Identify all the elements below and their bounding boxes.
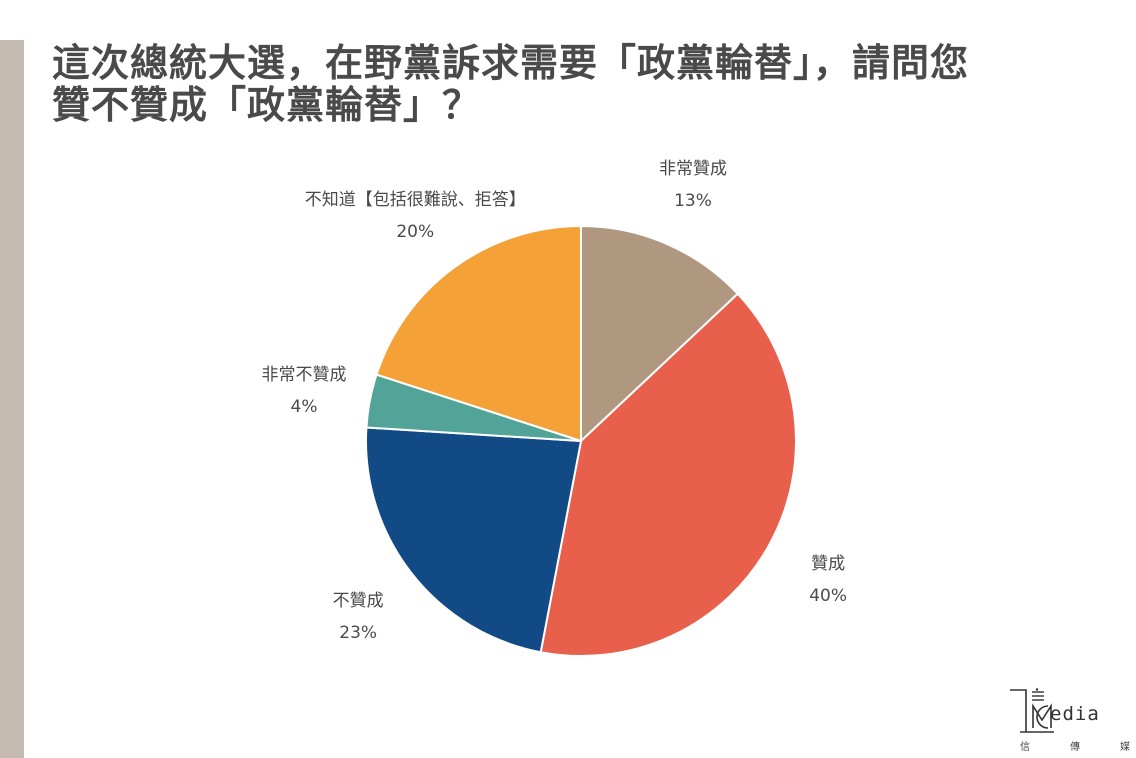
chart-title: 這次總統大選，在野黨訴求需要「政黨輪替」，請問您 贊不贊成「政黨輪替」？ <box>52 42 1112 126</box>
slice-value-label: 13% <box>674 191 712 211</box>
pie-slice-2 <box>365 426 583 654</box>
slice-category-label: 不知道【包括很難說、拒答】 <box>305 190 526 210</box>
brand-subtitle: 信 傳 媒 <box>1020 738 1130 753</box>
slice-value-label: 40% <box>809 586 847 606</box>
brand-logo: edia 信 傳 媒 <box>1006 688 1130 756</box>
brand-wordmark: edia <box>1050 703 1100 725</box>
pie-slices <box>365 224 797 657</box>
slice-category-label: 非常不贊成 <box>261 365 346 385</box>
side-accent-bar <box>0 40 24 758</box>
pie-slice-4 <box>375 224 582 443</box>
pie-slice-0 <box>580 224 740 444</box>
chart-title-line-1: 這次總統大選，在野黨訴求需要「政黨輪替」，請問您 <box>52 41 970 85</box>
slice-value-label: 4% <box>291 397 318 417</box>
brand-subtitle-char: 媒 <box>1120 742 1130 753</box>
slice-category-label: 贊成 <box>811 554 845 574</box>
cm-logo-icon <box>1010 688 1054 733</box>
slice-category-label: 非常贊成 <box>659 159 727 179</box>
chart-title-line-2: 贊不贊成「政黨輪替」？ <box>52 83 482 127</box>
slice-value-label: 23% <box>339 623 377 643</box>
slice-value-label: 20% <box>396 222 434 242</box>
slice-category-label: 不贊成 <box>333 591 384 611</box>
pie-slice-1 <box>539 292 797 657</box>
pie-labels: 非常贊成 13% 贊成 40% 不贊成 23% 非常不贊成 4% 不知道【包括很難說、拒答】 20… <box>261 159 847 643</box>
brand-subtitle-char: 信 <box>1020 742 1030 753</box>
brand-subtitle-char: 傳 <box>1070 742 1080 753</box>
